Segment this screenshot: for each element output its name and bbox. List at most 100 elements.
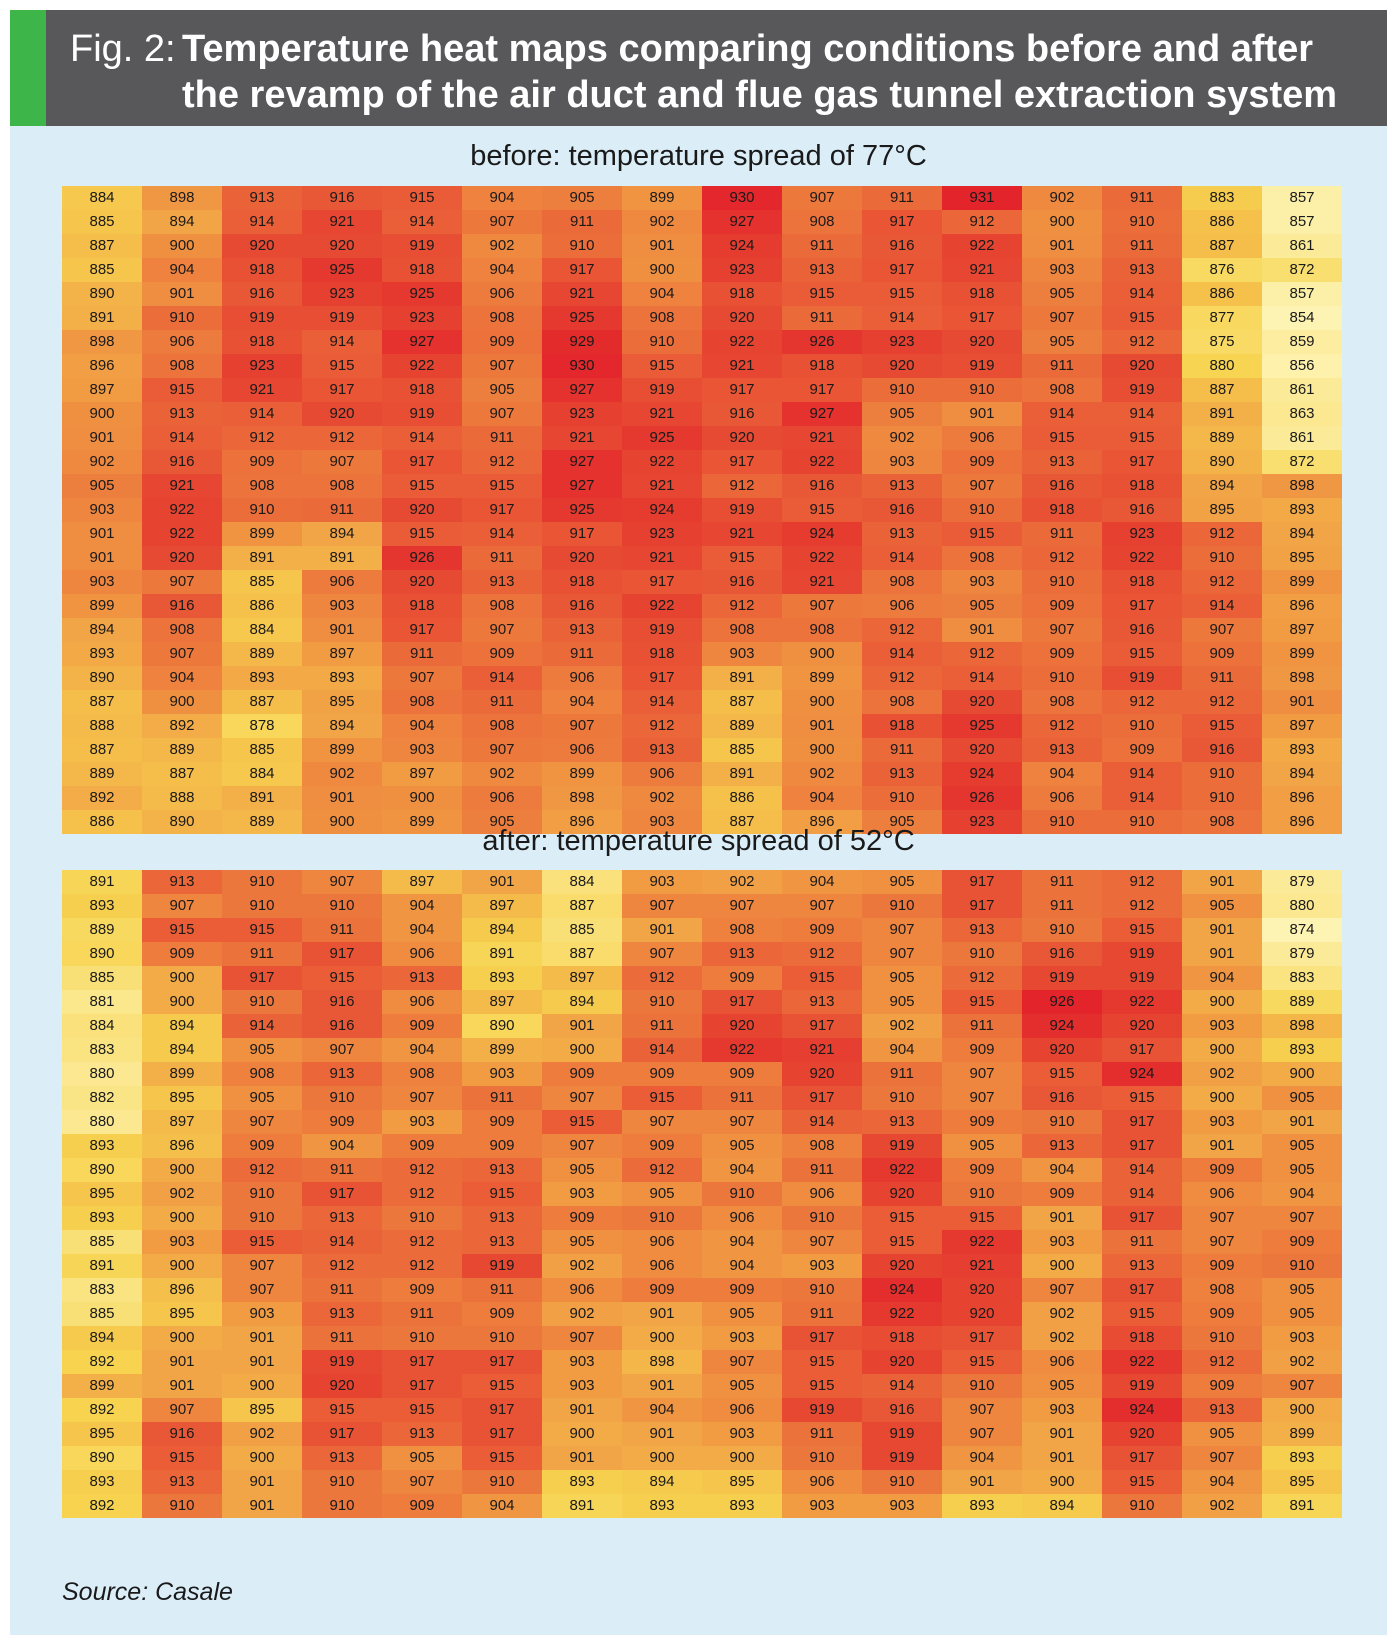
heatmap-cell: 900 [142,1206,222,1230]
heatmap-cell: 899 [222,522,302,546]
heatmap-cell: 924 [782,522,862,546]
heatmap-cell: 920 [1102,1422,1182,1446]
heatmap-cell: 902 [1022,186,1102,210]
heatmap-cell: 922 [1102,1350,1182,1374]
heatmap-cell: 854 [1262,306,1342,330]
heatmap-cell: 908 [862,570,942,594]
heatmap-cell: 919 [622,378,702,402]
heatmap-cell: 912 [302,426,382,450]
heatmap-cell: 907 [302,450,382,474]
heatmap-cell: 921 [302,210,382,234]
heatmap-cell: 921 [622,402,702,426]
heatmap-cell: 920 [1102,1014,1182,1038]
heatmap-cell: 908 [302,474,382,498]
heatmap-cell: 885 [62,258,142,282]
heatmap-cell: 896 [782,810,862,834]
heatmap-cell: 910 [382,1326,462,1350]
heatmap-cell: 907 [942,1398,1022,1422]
heatmap-cell: 905 [1262,1158,1342,1182]
heatmap-cell: 907 [1262,1374,1342,1398]
heatmap-cell: 905 [1262,1134,1342,1158]
heatmap-cell: 903 [462,1062,542,1086]
heatmap-cell: 920 [862,1254,942,1278]
heatmap-cell: 907 [462,738,542,762]
heatmap-cell: 917 [382,1350,462,1374]
heatmap-cell: 911 [782,1158,862,1182]
heatmap-cell: 914 [622,1038,702,1062]
heatmap-cell: 899 [622,186,702,210]
heatmap-cell: 910 [942,498,1022,522]
heatmap-cell: 915 [942,1350,1022,1374]
heatmap-cell: 917 [782,1086,862,1110]
heatmap-cell: 893 [62,1206,142,1230]
heatmap-cell: 917 [302,942,382,966]
heatmap-cell: 918 [1102,474,1182,498]
heatmap-cell: 915 [222,1230,302,1254]
heatmap-cell: 898 [622,1350,702,1374]
heatmap-cell: 904 [1022,1158,1102,1182]
heatmap-cell: 902 [782,762,862,786]
heatmap-cell: 907 [382,1470,462,1494]
heatmap-cell: 911 [1102,186,1182,210]
heatmap-cell: 905 [862,966,942,990]
heatmap-cell: 909 [462,1134,542,1158]
heatmap-cell: 905 [1262,1302,1342,1326]
heatmap-cell: 892 [62,1350,142,1374]
heatmap-cell: 901 [1182,870,1262,894]
heatmap-cell: 904 [382,1038,462,1062]
heatmap-cell: 887 [702,810,782,834]
heatmap-cell: 911 [462,546,542,570]
heatmap-cell: 909 [622,1134,702,1158]
heatmap-cell: 919 [1102,378,1182,402]
heatmap-cell: 920 [862,1350,942,1374]
heatmap-cell: 894 [142,210,222,234]
heatmap-cell: 889 [62,762,142,786]
heatmap-cell: 913 [622,738,702,762]
heatmap-cell: 899 [1262,1422,1342,1446]
heatmap-cell: 911 [942,1014,1022,1038]
heatmap-cell: 915 [782,966,862,990]
heatmap-cell: 893 [462,966,542,990]
heatmap-cell: 903 [542,1350,622,1374]
heatmap-cell: 910 [942,378,1022,402]
heatmap-cell: 917 [862,210,942,234]
heatmap-cell: 922 [862,1302,942,1326]
heatmap-cell: 905 [862,810,942,834]
heatmap-cell: 911 [862,1062,942,1086]
heatmap-cell: 910 [622,330,702,354]
heatmap-cell: 922 [702,1038,782,1062]
heatmap-cell: 901 [622,918,702,942]
heatmap-cell: 912 [222,1158,302,1182]
heatmap-cell: 917 [302,378,382,402]
heatmap-cell: 893 [62,894,142,918]
heatmap-cell: 857 [1262,282,1342,306]
heatmap-cell: 907 [302,870,382,894]
heatmap-cell: 920 [1102,354,1182,378]
heatmap-cell: 908 [142,618,222,642]
heatmap-cell: 911 [462,426,542,450]
heatmap-cell: 894 [542,990,622,1014]
heatmap-cell: 913 [1182,1398,1262,1422]
heatmap-cell: 913 [542,618,622,642]
heatmap-cell: 893 [62,642,142,666]
heatmap-cell: 918 [702,282,782,306]
heatmap-cell: 901 [302,786,382,810]
heatmap-cell: 884 [62,186,142,210]
heatmap-cell: 920 [862,354,942,378]
heatmap-cell: 909 [702,1062,782,1086]
heatmap-cell: 907 [782,894,862,918]
heatmap-cell: 907 [382,666,462,690]
heatmap-cell: 910 [1182,762,1262,786]
heatmap-cell: 910 [1022,918,1102,942]
heatmap-cell: 909 [1182,1374,1262,1398]
heatmap-cell: 889 [62,918,142,942]
heatmap-cell: 917 [1102,1278,1182,1302]
heatmap-cell: 914 [862,642,942,666]
heatmap-cell: 878 [222,714,302,738]
heatmap-cell: 919 [1102,942,1182,966]
heatmap-cell: 892 [142,714,222,738]
heatmap-cell: 907 [142,642,222,666]
heatmap-cell: 897 [142,1110,222,1134]
heatmap-cell: 895 [302,690,382,714]
heatmap-cell: 913 [1022,1134,1102,1158]
